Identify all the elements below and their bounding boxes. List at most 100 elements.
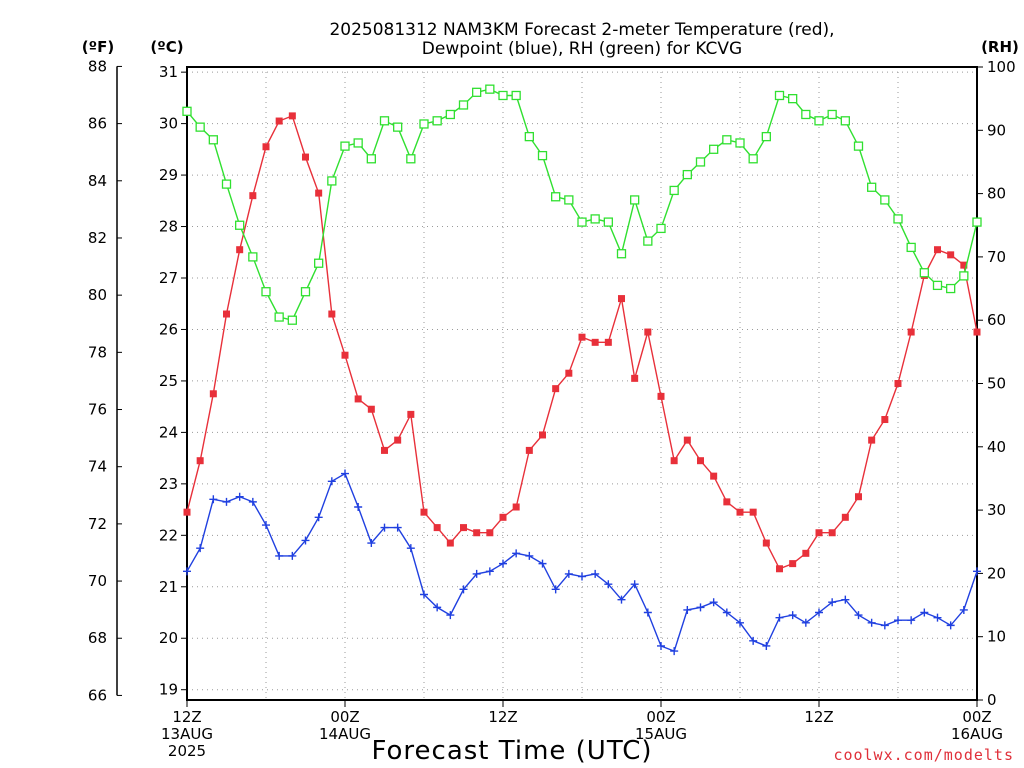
rh-point [379, 116, 390, 126]
temperature-point [697, 457, 704, 465]
rh-point [274, 312, 284, 322]
dewpoint-point [643, 608, 652, 617]
x-tick-label: 00Z [646, 708, 675, 726]
celsius-tick-label: 19 [159, 681, 178, 699]
dewpoint-point [749, 636, 758, 645]
celsius-tick-label: 27 [159, 269, 178, 287]
temperature-point [223, 310, 230, 318]
rh-point [616, 249, 627, 259]
celsius-tick-label: 23 [159, 475, 178, 493]
dewpoint-point [341, 469, 349, 478]
temperature-point [354, 395, 362, 403]
dewpoint-point [301, 536, 310, 545]
rh-tick-label: 90 [987, 121, 1006, 139]
rh-point [880, 195, 890, 205]
credit-text: coolwx.com/modelts [833, 746, 1014, 764]
x-tick-label: 12Z [172, 708, 201, 726]
x-tick-label: 16AUG [951, 725, 1003, 743]
x-tick-label: 00Z [330, 708, 359, 726]
temperature-point [776, 565, 783, 573]
dewpoint-point [564, 569, 573, 578]
rh-point [643, 236, 653, 246]
temperature-point [275, 117, 283, 125]
dewpoint-point [354, 503, 363, 512]
rh-point [656, 223, 666, 234]
celsius-unit-label: (ºC) [150, 38, 183, 56]
rh-point [577, 217, 587, 227]
dewpoint-point [696, 603, 705, 612]
rh-point [537, 150, 548, 161]
fahrenheit-unit-label: (ºF) [82, 38, 114, 56]
rh-point [630, 195, 640, 205]
temperature-point [868, 436, 876, 444]
temperature-point [591, 338, 599, 346]
dewpoint-point [551, 585, 560, 594]
temperature-point [802, 549, 810, 557]
dewpoint-point [512, 549, 521, 558]
celsius-tick-label: 28 [159, 218, 178, 236]
dewpoint-point [959, 605, 968, 614]
temperature-point [262, 143, 270, 151]
temperature-point [749, 508, 757, 516]
rh-point [722, 135, 732, 145]
rh-point [261, 287, 271, 297]
rh-point [827, 109, 837, 120]
dewpoint-point [222, 497, 231, 506]
data-series [182, 84, 982, 656]
celsius-tick-label: 20 [159, 629, 178, 647]
temperature-point [249, 192, 257, 200]
dewpoint-point [657, 641, 665, 650]
dewpoint-point [183, 567, 191, 576]
x-tick-label: 2025 [168, 742, 206, 760]
rh-point [498, 90, 508, 101]
rh-point [774, 90, 785, 101]
temperature-point [328, 310, 336, 318]
rh-point [748, 154, 758, 164]
rh-point [235, 220, 245, 230]
dewpoint-point [288, 551, 297, 560]
rh-point [551, 192, 561, 202]
dewpoint-point [880, 621, 889, 630]
grid-lines [187, 67, 977, 700]
rh-point [919, 268, 929, 278]
temperature-point [670, 457, 678, 465]
temperature-point [433, 524, 441, 532]
fahrenheit-tick-label: 88 [88, 57, 107, 75]
fahrenheit-tick-label: 84 [88, 172, 107, 190]
fahrenheit-tick-label: 66 [88, 686, 107, 704]
temperature-point [815, 529, 823, 537]
temperature-point [539, 431, 546, 439]
dewpoint-point [894, 616, 902, 625]
rh-point [393, 122, 403, 132]
dewpoint-point [420, 590, 428, 599]
dewpoint-point [446, 611, 455, 620]
temperature-point [644, 328, 652, 336]
series-rh [182, 84, 982, 325]
rh-point [195, 122, 205, 132]
temperature-point [367, 405, 375, 413]
dewpoint-point [591, 569, 600, 578]
dewpoint-point [617, 595, 626, 604]
temperature-point [196, 457, 204, 465]
temperature-point [710, 472, 718, 480]
fahrenheit-tick-label: 80 [88, 286, 107, 304]
temperature-point [407, 410, 415, 418]
temperature-point [420, 508, 428, 516]
rh-point [564, 195, 574, 205]
temperature-point [631, 374, 639, 382]
fahrenheit-tick-label: 72 [88, 515, 107, 533]
celsius-tick-label: 26 [159, 320, 178, 338]
dewpoint-point [736, 618, 744, 627]
rh-point [867, 182, 877, 192]
rh-unit-label: (RH) [981, 38, 1019, 56]
dewpoint-point [485, 567, 494, 576]
rh-point [906, 242, 916, 253]
temperature-point [236, 246, 244, 254]
dewpoint-point [499, 559, 507, 568]
x-axis-label: Forecast Time (UTC) [371, 736, 652, 766]
rh-tick-label: 80 [987, 185, 1006, 203]
dewpoint-point [762, 641, 771, 650]
celsius-tick-label: 22 [159, 526, 178, 544]
rh-point [603, 217, 613, 227]
